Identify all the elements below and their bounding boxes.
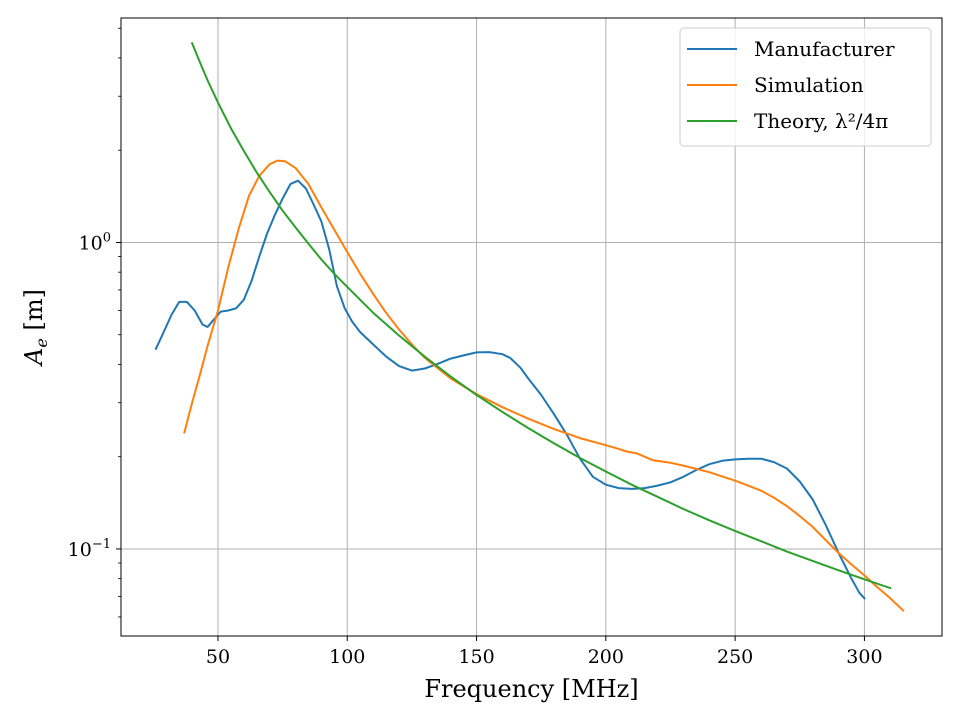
series-line-simulation <box>183 159 905 612</box>
legend-label: Manufacturer <box>754 37 895 61</box>
x-tick-label: 100 <box>329 646 365 668</box>
legend-label: Simulation <box>754 73 864 97</box>
y-tick-label: 10−1 <box>68 537 111 561</box>
axis-ticks: 50 100 150 200 250 300 10−1 100 <box>68 27 883 668</box>
x-tick-label: 200 <box>588 646 624 668</box>
grid-lines <box>121 18 942 636</box>
x-tick-label: 50 <box>206 646 230 668</box>
series-line-theory <box>190 41 892 590</box>
y-axis-label: Ae [m] <box>20 289 51 367</box>
x-tick-label: 300 <box>846 646 882 668</box>
series-lines <box>154 41 905 612</box>
x-axis-label: Frequency [MHz] <box>424 675 638 703</box>
legend-box <box>679 27 932 147</box>
legend-label: Theory, λ²/4π <box>754 109 888 133</box>
legend: Manufacturer Simulation Theory, λ²/4π <box>679 27 932 147</box>
series-line-manufacturer <box>154 179 866 600</box>
x-tick-label: 250 <box>717 646 753 668</box>
y-tick-label: 100 <box>79 230 111 254</box>
x-tick-label: 150 <box>458 646 494 668</box>
plot-frame <box>120 17 943 637</box>
axis-labels: Frequency [MHz] Ae [m] <box>20 289 639 703</box>
